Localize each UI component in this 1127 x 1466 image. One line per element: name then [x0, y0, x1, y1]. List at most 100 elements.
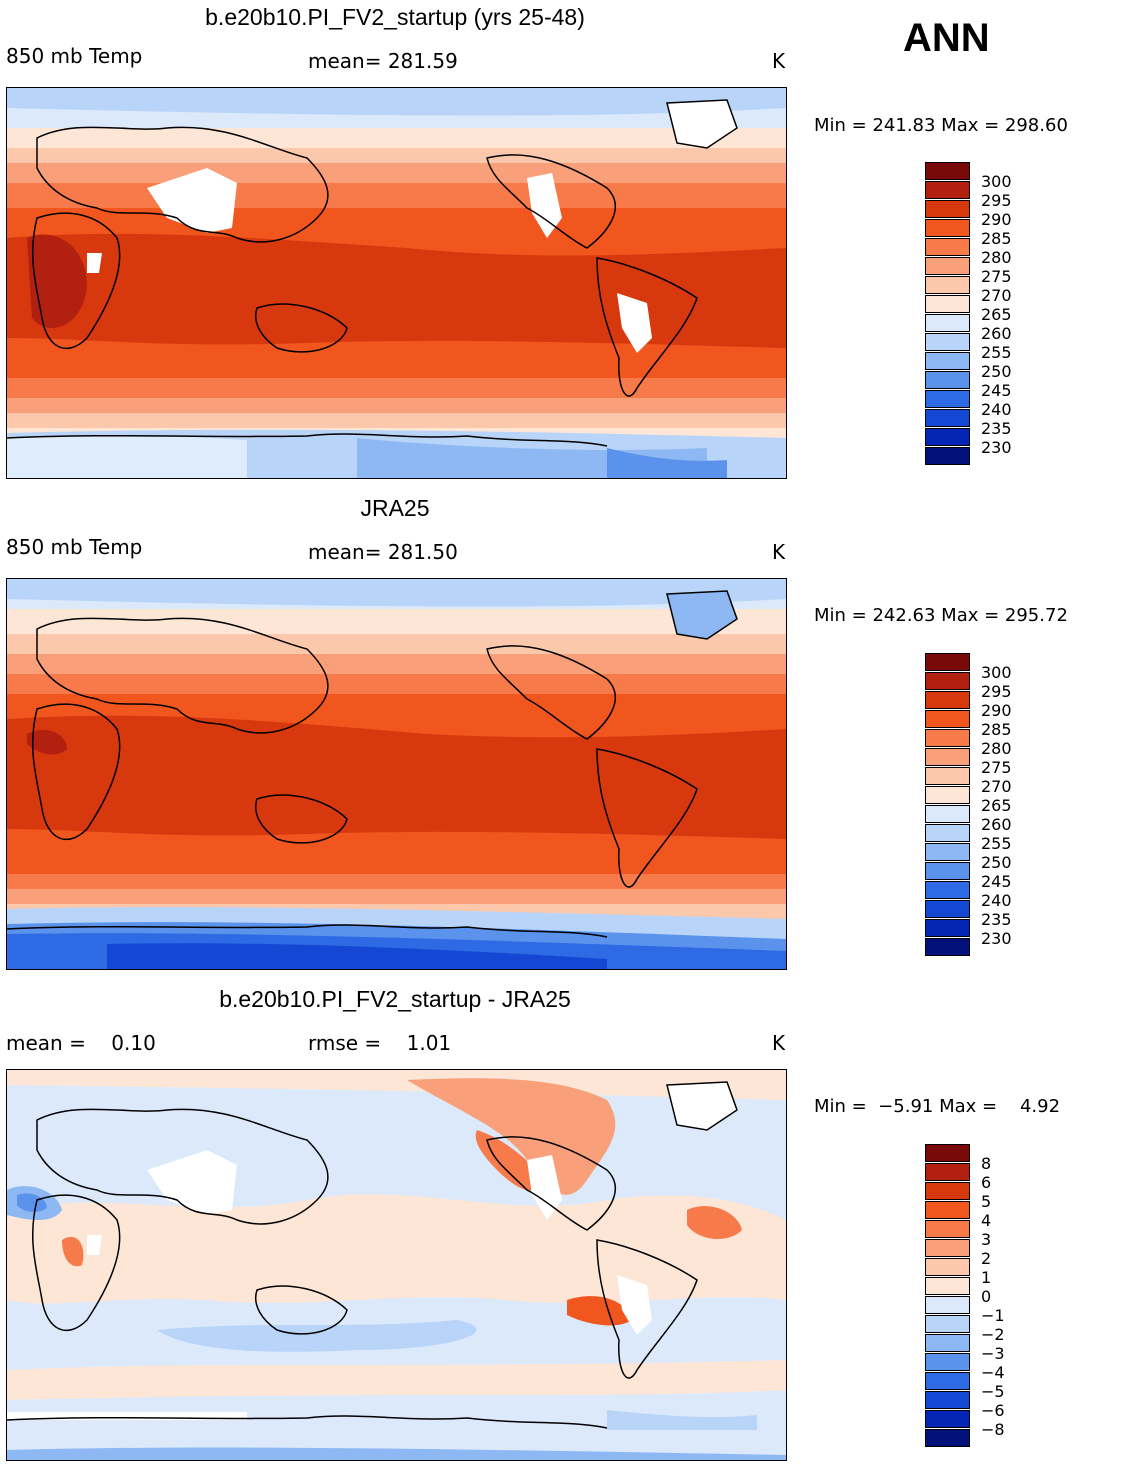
colorbar-swatch — [925, 691, 970, 709]
panel2-map — [6, 578, 787, 970]
colorbar-label: −2 — [981, 1325, 1005, 1344]
colorbar-swatch — [925, 1372, 970, 1390]
panel3-rmse-label: rmse = 1.01 — [308, 1031, 452, 1055]
colorbar-swatch — [925, 1296, 970, 1314]
colorbar-label: 290 — [981, 701, 1012, 720]
colorbar-swatch — [925, 881, 970, 899]
colorbar-label: 255 — [981, 343, 1012, 362]
colorbar-label: 245 — [981, 381, 1012, 400]
colorbar-label: 8 — [981, 1154, 992, 1173]
colorbar-label: 260 — [981, 815, 1012, 834]
colorbar-swatch — [925, 805, 970, 823]
colorbar-swatch — [925, 409, 970, 427]
colorbar-label: 255 — [981, 834, 1012, 853]
colorbar-swatch — [925, 919, 970, 937]
colorbar-label: 4 — [981, 1211, 992, 1230]
colorbar-label: 285 — [981, 720, 1012, 739]
colorbar-label: 265 — [981, 305, 1012, 324]
colorbar-swatch — [925, 672, 970, 690]
colorbar-swatch — [925, 1353, 970, 1371]
colorbar-swatch — [925, 1277, 970, 1295]
colorbar-swatch — [925, 352, 970, 370]
panel3-map — [6, 1069, 787, 1461]
panel2-map-field — [7, 579, 786, 969]
colorbar-label: −4 — [981, 1363, 1005, 1382]
colorbar-swatch — [925, 1182, 970, 1200]
colorbar-label: 275 — [981, 758, 1012, 777]
colorbar-swatch — [925, 1391, 970, 1409]
colorbar-label: −5 — [981, 1382, 1005, 1401]
colorbar-label: 250 — [981, 362, 1012, 381]
colorbar-label: 0 — [981, 1287, 992, 1306]
colorbar-swatch — [925, 238, 970, 256]
colorbar-label: −1 — [981, 1306, 1005, 1325]
panel2-title: JRA25 — [360, 495, 430, 521]
colorbar-label: 280 — [981, 248, 1012, 267]
panel2-mean-label: mean= 281.50 — [308, 540, 458, 564]
colorbar-label: 245 — [981, 872, 1012, 891]
colorbar-label: 235 — [981, 910, 1012, 929]
colorbar-swatch — [925, 1258, 970, 1276]
colorbar-label: 230 — [981, 438, 1012, 457]
colorbar-swatch — [925, 653, 970, 671]
panel2-units-label: K — [772, 540, 786, 564]
panel3-map-field — [7, 1070, 786, 1460]
colorbar-swatch — [925, 428, 970, 446]
colorbar-swatch — [925, 1315, 970, 1333]
panel3-mean-label: mean = 0.10 — [6, 1031, 156, 1055]
colorbar-label: 235 — [981, 419, 1012, 438]
colorbar-swatch — [925, 371, 970, 389]
panel1-units-label: K — [772, 49, 786, 73]
colorbar-swatch — [925, 729, 970, 747]
colorbar-swatch — [925, 200, 970, 218]
colorbar-swatch — [925, 295, 970, 313]
colorbar-label: 295 — [981, 191, 1012, 210]
colorbar-swatch — [925, 447, 970, 465]
colorbar-swatch — [925, 786, 970, 804]
colorbar-swatch — [925, 748, 970, 766]
panel3-title: b.e20b10.PI_FV2_startup - JRA25 — [219, 986, 571, 1012]
colorbar-label: 250 — [981, 853, 1012, 872]
panel1-map — [6, 87, 787, 479]
colorbar-label: 270 — [981, 286, 1012, 305]
colorbar-swatch — [925, 333, 970, 351]
colorbar-label: 285 — [981, 229, 1012, 248]
colorbar-swatch — [925, 710, 970, 728]
colorbar-label: 300 — [981, 663, 1012, 682]
colorbar-label: −6 — [981, 1401, 1005, 1420]
colorbar-swatch — [925, 938, 970, 956]
colorbar-swatch — [925, 767, 970, 785]
panel3-minmax-label: Min = −5.91 Max = 4.92 — [814, 1096, 1061, 1117]
colorbar-label: −3 — [981, 1344, 1005, 1363]
colorbar-label: 260 — [981, 324, 1012, 343]
colorbar-swatch — [925, 314, 970, 332]
panel1-title: b.e20b10.PI_FV2_startup (yrs 25-48) — [205, 4, 585, 30]
panel3-units-label: K — [772, 1031, 786, 1055]
colorbar-label: 275 — [981, 267, 1012, 286]
colorbar-swatch — [925, 1334, 970, 1352]
panel1-variable-label: 850 mb Temp — [6, 44, 143, 68]
colorbar-swatch — [925, 390, 970, 408]
panel1-mean-label: mean= 281.59 — [308, 49, 458, 73]
colorbar-swatch — [925, 1220, 970, 1238]
colorbar-label: 230 — [981, 929, 1012, 948]
panel2-variable-label: 850 mb Temp — [6, 535, 143, 559]
colorbar-swatch — [925, 1410, 970, 1428]
colorbar-swatch — [925, 843, 970, 861]
colorbar-label: 6 — [981, 1173, 992, 1192]
colorbar-label: 2 — [981, 1249, 992, 1268]
colorbar-label: 5 — [981, 1192, 992, 1211]
panel2-minmax-label: Min = 242.63 Max = 295.72 — [814, 605, 1068, 626]
colorbar-swatch — [925, 824, 970, 842]
colorbar-label: 1 — [981, 1268, 992, 1287]
colorbar-swatch — [925, 1429, 970, 1447]
panel1-map-field — [7, 88, 786, 478]
colorbar-swatch — [925, 276, 970, 294]
colorbar-swatch — [925, 1201, 970, 1219]
colorbar-swatch — [925, 257, 970, 275]
colorbar-label: 290 — [981, 210, 1012, 229]
colorbar-swatch — [925, 900, 970, 918]
colorbar-swatch — [925, 862, 970, 880]
colorbar-swatch — [925, 162, 970, 180]
panel1-minmax-label: Min = 241.83 Max = 298.60 — [814, 115, 1068, 136]
